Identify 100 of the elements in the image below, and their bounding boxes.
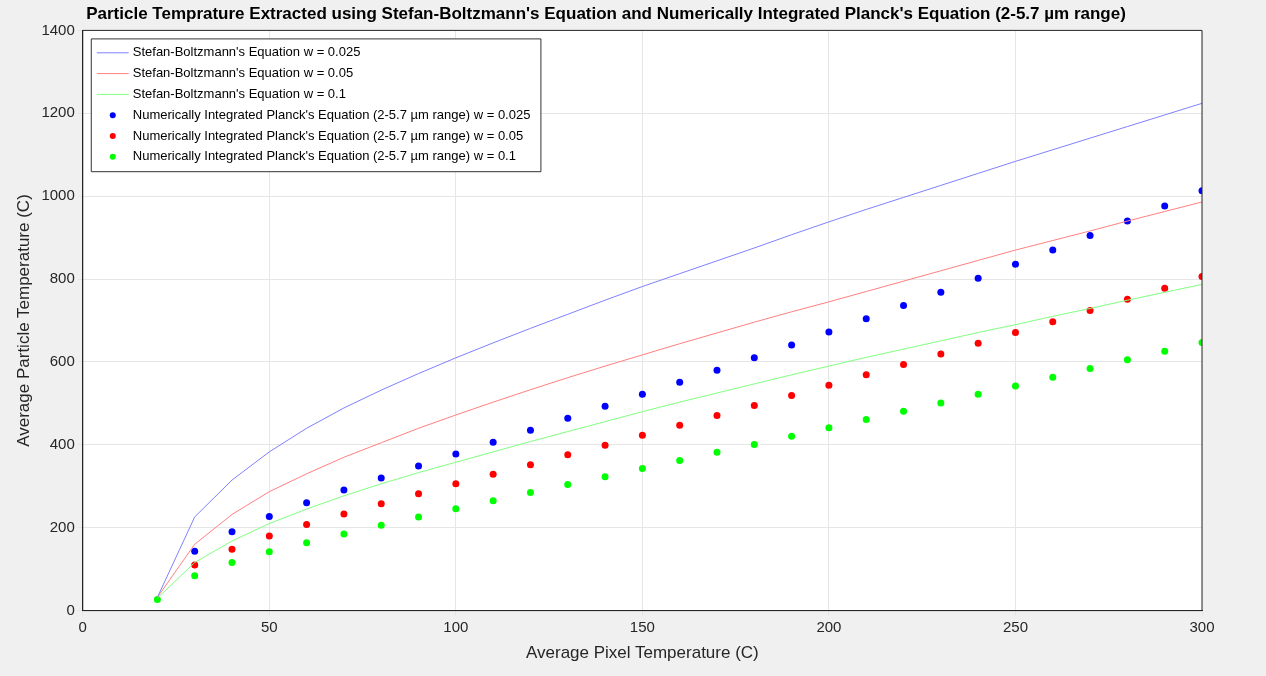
point xyxy=(564,414,572,422)
point xyxy=(862,371,870,379)
point xyxy=(974,339,982,347)
point xyxy=(452,505,460,513)
point xyxy=(265,532,273,540)
point xyxy=(377,500,385,508)
point xyxy=(676,378,684,386)
point xyxy=(1161,347,1169,355)
point xyxy=(340,510,348,518)
x-tick-label: 100 xyxy=(443,617,469,635)
point xyxy=(415,490,423,498)
point xyxy=(489,470,497,478)
y-tick-label: 400 xyxy=(49,434,75,452)
point xyxy=(303,499,311,507)
point xyxy=(228,545,236,553)
point xyxy=(340,486,348,494)
point xyxy=(937,350,945,358)
point xyxy=(713,411,721,419)
point xyxy=(377,521,385,529)
point xyxy=(750,401,758,409)
y-tick-label: 0 xyxy=(66,600,75,618)
point xyxy=(713,448,721,456)
point xyxy=(1049,373,1057,381)
x-tick-label: 300 xyxy=(1189,617,1215,635)
point xyxy=(1049,246,1057,254)
point xyxy=(489,497,497,505)
point xyxy=(1011,329,1019,337)
legend-label: Numerically Integrated Planck's Equation (2-5.7 µm range) w = 0.05 xyxy=(132,127,524,143)
point xyxy=(265,548,273,556)
point xyxy=(1011,260,1019,268)
point xyxy=(1161,284,1169,292)
point xyxy=(825,328,833,336)
point xyxy=(788,392,796,400)
point xyxy=(1049,318,1057,326)
point xyxy=(638,464,646,472)
chart-title: Particle Temprature Extracted using Stefan-Boltzmann's Equation and Numerically Integrated Planck's Equation (2-5.7 µm range) xyxy=(86,3,1126,23)
legend-label: Numerically Integrated Planck's Equation (2-5.7 µm range) w = 0.025 xyxy=(132,106,531,122)
point xyxy=(489,438,497,446)
point xyxy=(340,530,348,538)
point xyxy=(415,462,423,470)
y-tick-label: 1200 xyxy=(41,103,75,121)
y-tick-label: 800 xyxy=(49,269,75,287)
point xyxy=(900,360,908,368)
x-tick-label: 250 xyxy=(1002,617,1028,635)
point xyxy=(862,315,870,323)
point xyxy=(415,513,423,521)
point xyxy=(191,547,199,555)
point xyxy=(303,520,311,528)
point xyxy=(228,559,236,567)
legend-label: Stefan-Boltzmann's Equation w = 0.05 xyxy=(132,65,354,81)
x-axis-title: Average Pixel Temperature (C) xyxy=(526,643,759,663)
y-tick-label: 1400 xyxy=(41,20,75,38)
y-tick-label: 200 xyxy=(49,517,75,535)
y-tick-label: 600 xyxy=(49,352,75,370)
point xyxy=(900,302,908,310)
x-tick-label: 200 xyxy=(816,617,842,635)
point xyxy=(601,441,609,449)
point xyxy=(750,440,758,448)
point xyxy=(825,381,833,389)
point xyxy=(676,421,684,429)
point xyxy=(526,461,534,469)
point xyxy=(564,481,572,489)
y-tick-label: 1000 xyxy=(41,186,75,204)
x-tick-label: 150 xyxy=(629,617,655,635)
legend-label: Numerically Integrated Planck's Equation (2-5.7 µm range) w = 0.1 xyxy=(132,148,516,164)
point xyxy=(825,424,833,432)
legend-label: Stefan-Boltzmann's Equation w = 0.025 xyxy=(132,44,361,60)
x-tick-label: 0 xyxy=(78,617,87,635)
x-tick-label: 50 xyxy=(260,617,278,635)
point xyxy=(601,402,609,410)
point xyxy=(1161,202,1169,210)
point xyxy=(937,399,945,407)
point xyxy=(191,572,199,580)
point xyxy=(900,407,908,415)
point xyxy=(228,528,236,536)
point xyxy=(1011,382,1019,390)
y-axis-title: Average Particle Temperature (C) xyxy=(13,194,33,447)
point xyxy=(638,390,646,398)
point xyxy=(265,513,273,521)
point xyxy=(303,539,311,547)
point xyxy=(788,432,796,440)
point xyxy=(713,366,721,374)
point xyxy=(1086,232,1094,240)
legend-label: Stefan-Boltzmann's Equation w = 0.1 xyxy=(132,85,346,101)
point xyxy=(862,416,870,424)
point xyxy=(1123,356,1131,364)
point xyxy=(564,451,572,459)
point xyxy=(676,457,684,465)
point xyxy=(750,354,758,362)
point xyxy=(974,390,982,398)
point xyxy=(1086,365,1094,373)
point xyxy=(377,474,385,482)
point xyxy=(788,341,796,349)
point xyxy=(601,473,609,481)
point xyxy=(452,480,460,488)
point xyxy=(638,431,646,439)
point xyxy=(452,450,460,458)
point xyxy=(974,274,982,282)
point xyxy=(526,426,534,434)
point xyxy=(937,288,945,296)
